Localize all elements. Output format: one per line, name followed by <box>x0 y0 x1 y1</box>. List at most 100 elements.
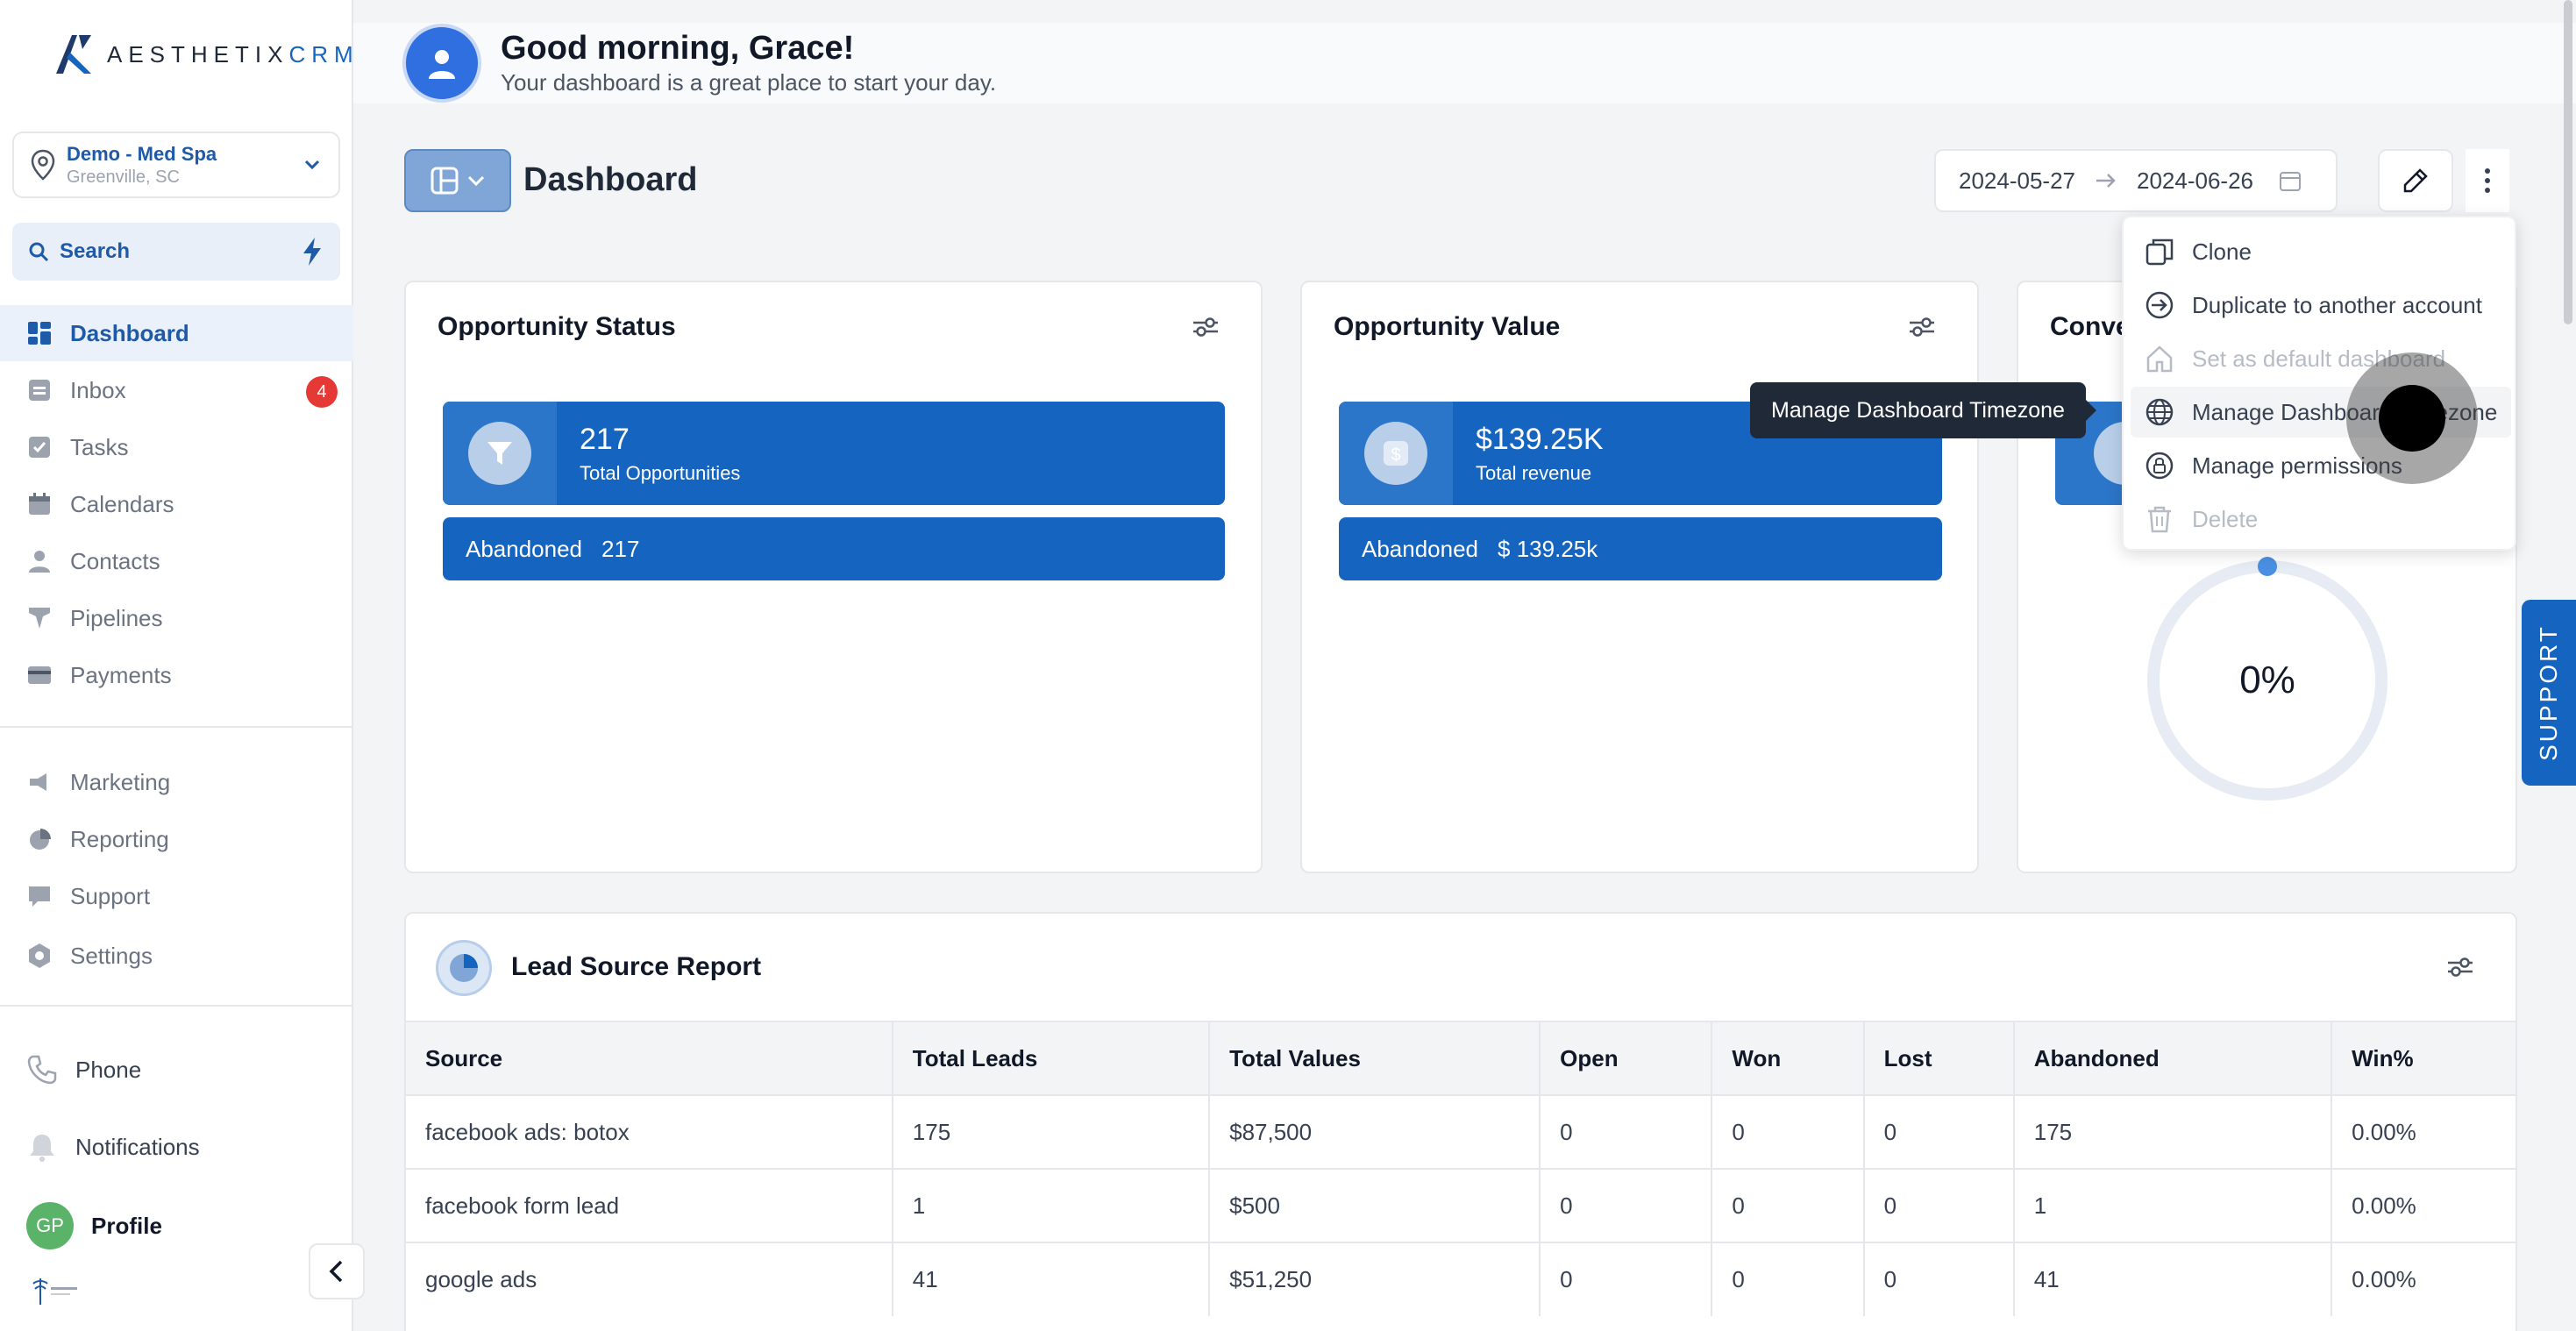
more-options-button[interactable] <box>2466 149 2509 212</box>
menu-item-duplicate[interactable]: Duplicate to another account <box>2131 280 2511 331</box>
sidebar-item-pipelines[interactable]: Pipelines <box>0 590 353 646</box>
filter-settings-icon[interactable] <box>1907 314 1937 340</box>
brand-logo[interactable]: AESTHETIXCRM <box>53 32 359 77</box>
sidebar-item-calendars[interactable]: Calendars <box>0 476 353 532</box>
filter-settings-icon[interactable] <box>1191 314 1220 340</box>
menu-item-clone[interactable]: Clone <box>2131 226 2511 277</box>
sidebar-item-notifications[interactable]: Notifications <box>26 1131 200 1163</box>
lead-source-report-card: Lead Source Report Source Total Leads To… <box>404 912 2517 1331</box>
sidebar-item-settings[interactable]: Settings <box>0 928 353 984</box>
dashboard-switcher-button[interactable] <box>404 149 511 212</box>
table-cell: 41 <box>892 1242 1211 1316</box>
menu-item-delete[interactable]: Delete <box>2131 494 2511 544</box>
sidebar-item-reporting[interactable]: Reporting <box>0 811 353 867</box>
date-range-picker[interactable]: 2024-05-27 2024-06-26 <box>1934 149 2338 212</box>
scrollbar[interactable] <box>2564 0 2572 324</box>
lightning-icon[interactable] <box>300 237 324 267</box>
location-pin-icon <box>31 149 55 181</box>
card-title: Opportunity Status <box>438 312 676 341</box>
menu-item-manage-permissions[interactable]: Manage permissions <box>2131 440 2511 491</box>
location-name: Demo - Med Spa <box>67 142 217 165</box>
table-cell: $87,500 <box>1209 1094 1541 1169</box>
location-switcher[interactable]: Demo - Med Spa Greenville, SC <box>12 132 340 198</box>
column-header[interactable]: Total Values <box>1209 1021 1541 1095</box>
sidebar-item-inbox[interactable]: Inbox 4 <box>0 362 353 418</box>
date-to[interactable]: 2024-06-26 <box>2137 167 2253 194</box>
column-header[interactable]: Source <box>406 1021 893 1095</box>
sidebar-item-label: Payments <box>70 661 172 688</box>
brand-name: AESTHETIXCRM <box>107 40 359 68</box>
tasks-icon <box>26 434 53 460</box>
table-cell: facebook form lead <box>406 1168 893 1242</box>
sidebar-divider <box>0 726 353 728</box>
column-header[interactable]: Abandoned <box>2013 1021 2333 1095</box>
greeting-banner: Good morning, Grace! Your dashboard is a… <box>353 23 2576 103</box>
sidebar-item-payments[interactable]: Payments <box>0 647 353 703</box>
column-header[interactable]: Open <box>1540 1021 1713 1095</box>
table-cell: $500 <box>1209 1168 1541 1242</box>
table-cell: $51,250 <box>1209 1242 1541 1316</box>
table-cell: 175 <box>892 1094 1211 1169</box>
table-cell: 41 <box>2013 1242 2333 1316</box>
opportunity-status-card: Opportunity Status 217 Total Opportuniti… <box>404 281 1263 873</box>
sidebar-item-label: Support <box>70 882 151 909</box>
card-title: Lead Source Report <box>511 952 762 981</box>
column-header[interactable]: Lost <box>1863 1021 2015 1095</box>
table-cell: 0 <box>1540 1094 1713 1169</box>
sub-value: $ 139.25k <box>1498 535 1598 562</box>
edit-dashboard-button[interactable] <box>2378 149 2453 212</box>
reporting-icon <box>26 826 53 852</box>
sidebar-item-label: Reporting <box>70 825 169 852</box>
lead-source-table: Source Total Leads Total Values Open Won… <box>406 1021 2516 1316</box>
collapse-sidebar-button[interactable] <box>309 1243 365 1299</box>
stat-label: Total Opportunities <box>580 461 741 484</box>
table-row[interactable]: facebook form lead 1 $500 0 0 0 1 0.00% <box>406 1168 2516 1242</box>
sidebar-divider <box>0 1005 353 1007</box>
svg-text:$: $ <box>1391 445 1400 465</box>
table-cell: 175 <box>2013 1094 2333 1169</box>
sidebar-item-marketing[interactable]: Marketing <box>0 754 353 810</box>
dashboard-options-menu: Clone Duplicate to another account Set a… <box>2122 216 2516 551</box>
sidebar-item-support[interactable]: Support <box>0 868 353 924</box>
stat-value: $139.25K <box>1476 422 1604 456</box>
menu-item-label: Set as default dashboard <box>2192 345 2446 372</box>
chevron-down-icon <box>304 160 320 170</box>
column-header[interactable]: Total Leads <box>892 1021 1211 1095</box>
table-row[interactable]: google ads 41 $51,250 0 0 0 41 0.00% <box>406 1242 2516 1316</box>
sidebar-item-label: Marketing <box>70 768 171 795</box>
inbox-unread-badge: 4 <box>306 376 338 408</box>
menu-item-label: Clone <box>2192 238 2252 265</box>
sidebar-item-tasks[interactable]: Tasks <box>0 419 353 475</box>
table-cell: google ads <box>406 1242 893 1316</box>
sidebar-item-label: Contacts <box>70 547 160 574</box>
dashboard-icon <box>26 320 53 346</box>
table-cell: 0.00% <box>2331 1094 2516 1169</box>
support-icon <box>26 883 53 909</box>
greeting-title: Good morning, Grace! <box>501 30 855 67</box>
date-from[interactable]: 2024-05-27 <box>1959 167 2075 194</box>
table-cell: 0 <box>1863 1168 2015 1242</box>
sidebar-item-phone[interactable]: Phone <box>26 1054 141 1085</box>
search-button[interactable]: Search <box>12 223 340 281</box>
menu-item-set-default[interactable]: Set as default dashboard <box>2131 333 2511 384</box>
filter-settings-icon[interactable] <box>2445 954 2475 980</box>
arrow-right-icon <box>2096 174 2116 188</box>
table-cell: 0 <box>1863 1242 2015 1316</box>
donut-ring <box>2147 557 2387 801</box>
menu-item-manage-timezone[interactable]: Manage Dashboard Timezone <box>2131 387 2511 438</box>
marketing-icon <box>26 769 53 795</box>
table-row[interactable]: facebook ads: botox 175 $87,500 0 0 0 17… <box>406 1094 2516 1169</box>
sidebar-item-dashboard[interactable]: Dashboard <box>0 305 353 361</box>
user-avatar[interactable] <box>402 24 481 103</box>
sub-value: 217 <box>601 535 640 562</box>
abandoned-bar: Abandoned $ 139.25k <box>1339 517 1942 580</box>
settings-icon <box>26 943 53 969</box>
cursor-indicator <box>2379 385 2445 452</box>
column-header[interactable]: Win% <box>2331 1021 2516 1095</box>
support-tab-button[interactable]: SUPPORT <box>2522 600 2576 786</box>
column-header[interactable]: Won <box>1711 1021 1865 1095</box>
phone-icon <box>27 1055 57 1085</box>
globe-icon <box>2145 397 2174 427</box>
sidebar-item-profile[interactable]: GP Profile <box>26 1202 162 1249</box>
sidebar-item-contacts[interactable]: Contacts <box>0 533 353 589</box>
